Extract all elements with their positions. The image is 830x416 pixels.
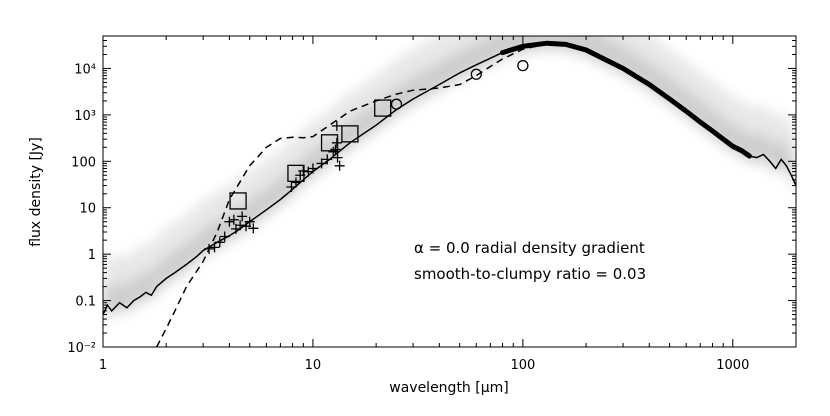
x-tick-label: 1000 (716, 358, 749, 373)
square-marker (287, 164, 305, 183)
plus-marker (224, 216, 235, 227)
annotation-density-gradient: α = 0.0 radial density gradient (414, 239, 645, 257)
plus-marker (331, 120, 342, 131)
x-tick-label: 1 (99, 358, 107, 373)
x-axis-label: wavelength [μm] (389, 380, 508, 396)
y-tick-label: 0.1 (75, 295, 96, 310)
plus-marker (219, 231, 230, 242)
model-distribution-shading (103, 36, 796, 323)
x-tick-labels: 1 10 100 1000 (99, 358, 749, 373)
y-tick-label: 10⁴ (74, 62, 96, 77)
circle-marker (517, 59, 529, 72)
plus-marker (204, 243, 215, 254)
plus-marker (244, 216, 255, 227)
plus-marker (237, 211, 248, 222)
square-marker (374, 99, 392, 117)
dashed-model-line (155, 43, 587, 347)
plus-marker (328, 146, 339, 157)
plus-marker (248, 223, 259, 234)
circle-marker (470, 68, 482, 80)
square-marker (341, 125, 359, 143)
y-axis-label: flux density [Jy] (28, 137, 44, 247)
plus-marker (332, 152, 343, 163)
x-tick-label: 100 (510, 358, 535, 373)
axis-ticks (102, 35, 797, 348)
circle-marker (390, 98, 403, 110)
plus-marker (307, 163, 318, 174)
plus-marker (228, 214, 239, 225)
plus-marker (331, 137, 342, 148)
square-marker (229, 192, 247, 210)
plus-marker (235, 220, 246, 231)
plus-marker (290, 177, 301, 188)
y-tick-label: 100 (71, 155, 96, 170)
y-tick-label: 10⁻² (67, 341, 96, 356)
plus-marker (316, 158, 327, 169)
y-tick-label: 10 (79, 202, 96, 217)
plus-marker (214, 237, 225, 248)
plus-marker (330, 144, 341, 155)
plus-marker (209, 242, 220, 253)
square-marker (320, 134, 339, 152)
data-series (103, 40, 796, 347)
haze-outer (103, 36, 796, 323)
plot-frame (102, 35, 797, 348)
y-tick-label: 10³ (74, 109, 96, 124)
y-tick-labels: 10⁻² 0.1 1 10 100 10³ 10⁴ (67, 62, 96, 356)
plus-marker (334, 160, 345, 171)
x-tick-label: 10 (305, 358, 322, 373)
annotation-smooth-to-clumpy: smooth-to-clumpy ratio = 0.03 (414, 265, 646, 283)
plus-marker (286, 181, 297, 192)
plus-marker (322, 154, 333, 165)
y-tick-label: 1 (88, 248, 96, 263)
